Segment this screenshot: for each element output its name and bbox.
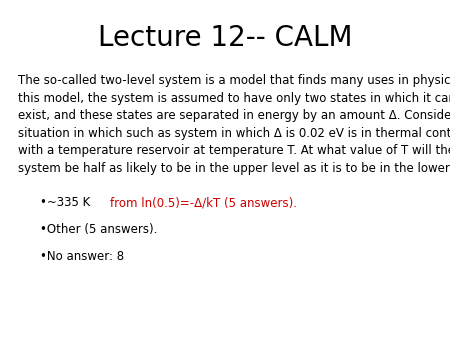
Text: from ln(0.5)=-Δ/kT (5 answers).: from ln(0.5)=-Δ/kT (5 answers). [110, 196, 297, 209]
Text: Lecture 12-- CALM: Lecture 12-- CALM [98, 24, 352, 52]
Text: The so-called two-level system is a model that finds many uses in physics. In
th: The so-called two-level system is a mode… [18, 74, 450, 175]
Text: •~335 K: •~335 K [40, 196, 94, 209]
Text: •Other (5 answers).: •Other (5 answers). [40, 223, 158, 236]
Text: •No answer: 8: •No answer: 8 [40, 250, 125, 263]
